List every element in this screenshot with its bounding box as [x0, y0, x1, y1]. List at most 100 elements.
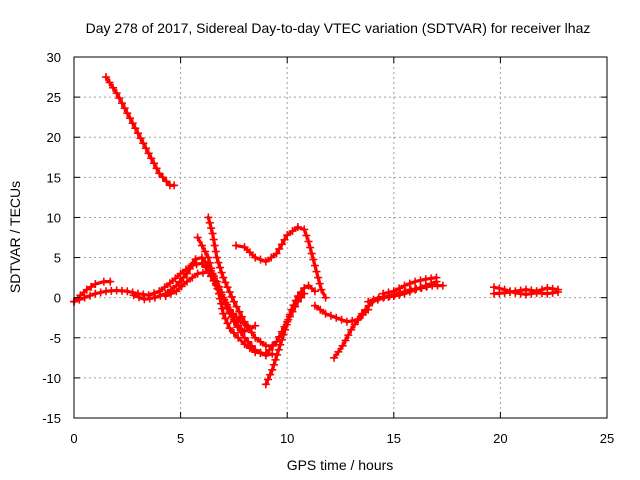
data-point — [136, 134, 145, 143]
data-point — [91, 289, 100, 298]
data-point — [275, 244, 284, 253]
data-point — [213, 284, 222, 293]
data-point — [234, 333, 243, 342]
data-point — [422, 282, 431, 291]
data-point — [211, 247, 220, 256]
data-point — [521, 290, 530, 299]
data-point — [281, 325, 290, 334]
data-point — [256, 255, 265, 264]
data-point — [211, 279, 220, 288]
data-point — [214, 289, 223, 298]
data-point — [85, 291, 94, 300]
series-track-1 — [101, 73, 179, 190]
data-point — [245, 248, 254, 257]
data-point — [264, 375, 273, 384]
data-point — [188, 259, 197, 268]
data-point — [135, 293, 144, 302]
data-point — [210, 274, 219, 283]
data-point — [193, 233, 202, 242]
series-track-8 — [232, 223, 330, 302]
data-point — [82, 285, 91, 294]
data-point — [182, 277, 191, 286]
data-point — [297, 288, 306, 297]
data-point — [285, 310, 294, 319]
axes: 0 5 10 15 20 25 -15 -10 -5 0 5 10 15 20 25 30 — [42, 50, 614, 446]
data-point — [304, 237, 313, 246]
data-point — [364, 297, 373, 306]
y-tick-label: 10 — [47, 210, 61, 225]
data-point — [307, 249, 316, 258]
data-point — [405, 279, 414, 288]
data-point — [271, 355, 280, 364]
data-point — [347, 325, 356, 334]
data-point — [361, 305, 370, 314]
data-point — [208, 269, 217, 278]
data-point — [338, 341, 347, 350]
data-point — [516, 289, 525, 298]
x-tick-label: 5 — [177, 431, 184, 446]
data-point — [185, 264, 194, 273]
data-point — [75, 295, 84, 304]
data-point — [240, 340, 249, 349]
plot-frame — [73, 56, 608, 419]
data-series — [70, 73, 562, 389]
data-point — [272, 249, 281, 258]
grid — [74, 57, 607, 418]
data-point — [188, 273, 197, 282]
data-point — [395, 284, 404, 293]
data-point — [131, 124, 140, 133]
y-tick-label: -15 — [42, 411, 61, 426]
data-point — [161, 292, 170, 301]
series-track-9 — [261, 281, 319, 389]
data-point — [160, 283, 169, 292]
y-tick-label: -10 — [42, 371, 61, 386]
data-point — [277, 240, 286, 249]
data-point — [128, 119, 137, 128]
data-point — [216, 263, 225, 272]
data-point — [256, 337, 265, 346]
data-point — [282, 320, 291, 329]
series-track-13 — [379, 273, 441, 298]
data-point — [120, 104, 129, 113]
data-point — [197, 241, 206, 250]
data-point — [221, 278, 230, 287]
data-point — [201, 247, 210, 256]
data-point — [207, 264, 216, 273]
data-point — [300, 284, 309, 293]
data-point — [101, 73, 110, 82]
data-point — [269, 360, 278, 369]
series-track-6 — [193, 233, 309, 358]
data-point — [205, 218, 214, 227]
data-point — [204, 253, 213, 262]
data-point — [261, 380, 270, 389]
data-point — [140, 295, 149, 304]
data-point — [234, 321, 243, 330]
data-point — [284, 315, 293, 324]
data-point — [321, 309, 330, 318]
data-point — [232, 313, 241, 322]
data-point — [421, 275, 430, 284]
chart-title: Day 278 of 2017, Sidereal Day-to-day VTE… — [86, 20, 591, 36]
data-point — [112, 89, 121, 98]
data-point — [261, 349, 270, 358]
data-point — [207, 224, 216, 233]
data-point — [401, 287, 410, 296]
data-point — [511, 288, 520, 297]
data-point — [147, 154, 156, 163]
data-point — [293, 223, 302, 232]
data-point — [240, 243, 249, 252]
data-point — [369, 295, 378, 304]
data-point — [152, 164, 161, 173]
data-point — [412, 284, 421, 293]
data-point — [310, 287, 319, 296]
data-point — [175, 277, 184, 286]
data-point — [337, 315, 346, 324]
data-point — [214, 258, 223, 267]
data-point — [280, 235, 289, 244]
data-point — [109, 83, 118, 92]
y-tick-label: 15 — [47, 170, 61, 185]
data-point — [235, 307, 244, 316]
data-point — [357, 309, 366, 318]
data-point — [379, 289, 388, 298]
